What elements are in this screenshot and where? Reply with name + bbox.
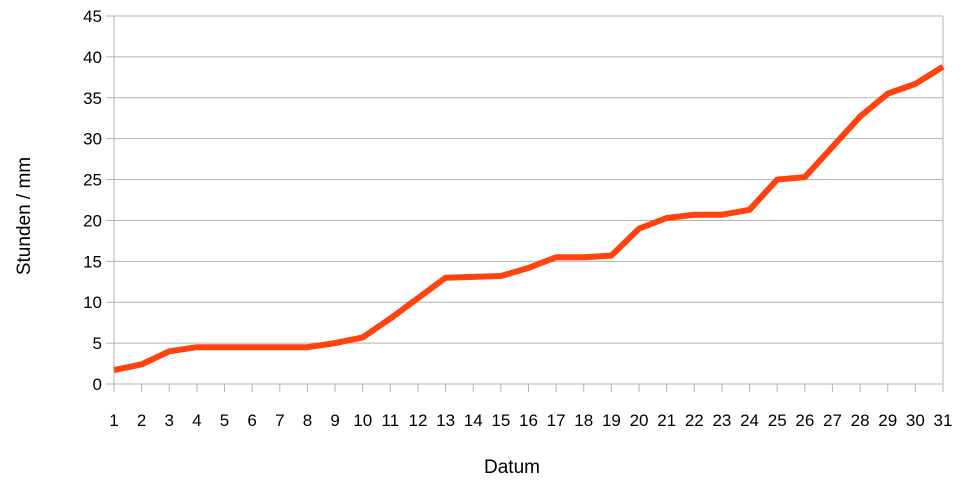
series-line-0 (113, 64, 945, 374)
x-tick-label: 7 (275, 411, 284, 430)
plot-series (113, 64, 945, 374)
x-tick-label: 21 (657, 411, 676, 430)
y-tick-labels: 0 5 10 15 20 25 30 35 40 45 (83, 7, 102, 394)
x-tick-label: 3 (165, 411, 174, 430)
y-tick-label: 25 (83, 171, 102, 190)
x-axis-title: Datum (484, 457, 540, 478)
x-tick-label: 30 (906, 411, 925, 430)
x-tick-label: 24 (740, 411, 759, 430)
x-tick-label: 22 (685, 411, 704, 430)
y-tick-label: 0 (93, 375, 102, 394)
x-tick-label: 28 (851, 411, 870, 430)
x-tick-label: 17 (547, 411, 566, 430)
x-tick-label: 6 (247, 411, 256, 430)
y-tick-label: 10 (83, 293, 102, 312)
x-tick-label: 1 (109, 411, 118, 430)
x-tick-label: 18 (574, 411, 593, 430)
x-tick-label: 25 (768, 411, 787, 430)
x-tick-label: 23 (712, 411, 731, 430)
y-axis-title: Stunden / mm (14, 157, 35, 275)
x-tick-label: 19 (602, 411, 621, 430)
x-tick-label: 16 (519, 411, 538, 430)
x-tick-labels: 1 2 3 4 5 6 7 8 9 10 11 12 13 14 15 16 17 18 19 20 21 22 23 24 2… (109, 411, 952, 430)
y-tick-label: 5 (93, 334, 102, 353)
y-tick-label: 15 (83, 252, 102, 271)
x-tick-label: 27 (823, 411, 842, 430)
gridlines (106, 15, 944, 392)
x-tick-label: 8 (303, 411, 312, 430)
x-tick-label: 29 (878, 411, 897, 430)
x-tick-label: 5 (220, 411, 229, 430)
x-tick-label: 26 (795, 411, 814, 430)
x-tick-label: 11 (382, 411, 400, 430)
x-tick-label: 2 (137, 411, 146, 430)
y-tick-label: 35 (83, 89, 102, 108)
x-tick-label: 10 (353, 411, 372, 430)
x-tick-label: 13 (436, 411, 455, 430)
y-tick-label: 40 (83, 48, 102, 67)
x-tick-label: 12 (409, 411, 428, 430)
y-tick-label: 20 (83, 211, 102, 230)
x-tick-label: 20 (630, 411, 649, 430)
y-tick-label: 45 (83, 7, 102, 26)
x-tick-label: 14 (464, 411, 483, 430)
x-tick-label: 4 (192, 411, 201, 430)
x-tick-label: 9 (330, 411, 339, 430)
x-tick-label: 15 (491, 411, 510, 430)
x-tick-label: 31 (934, 411, 953, 430)
y-tick-label: 30 (83, 130, 102, 149)
